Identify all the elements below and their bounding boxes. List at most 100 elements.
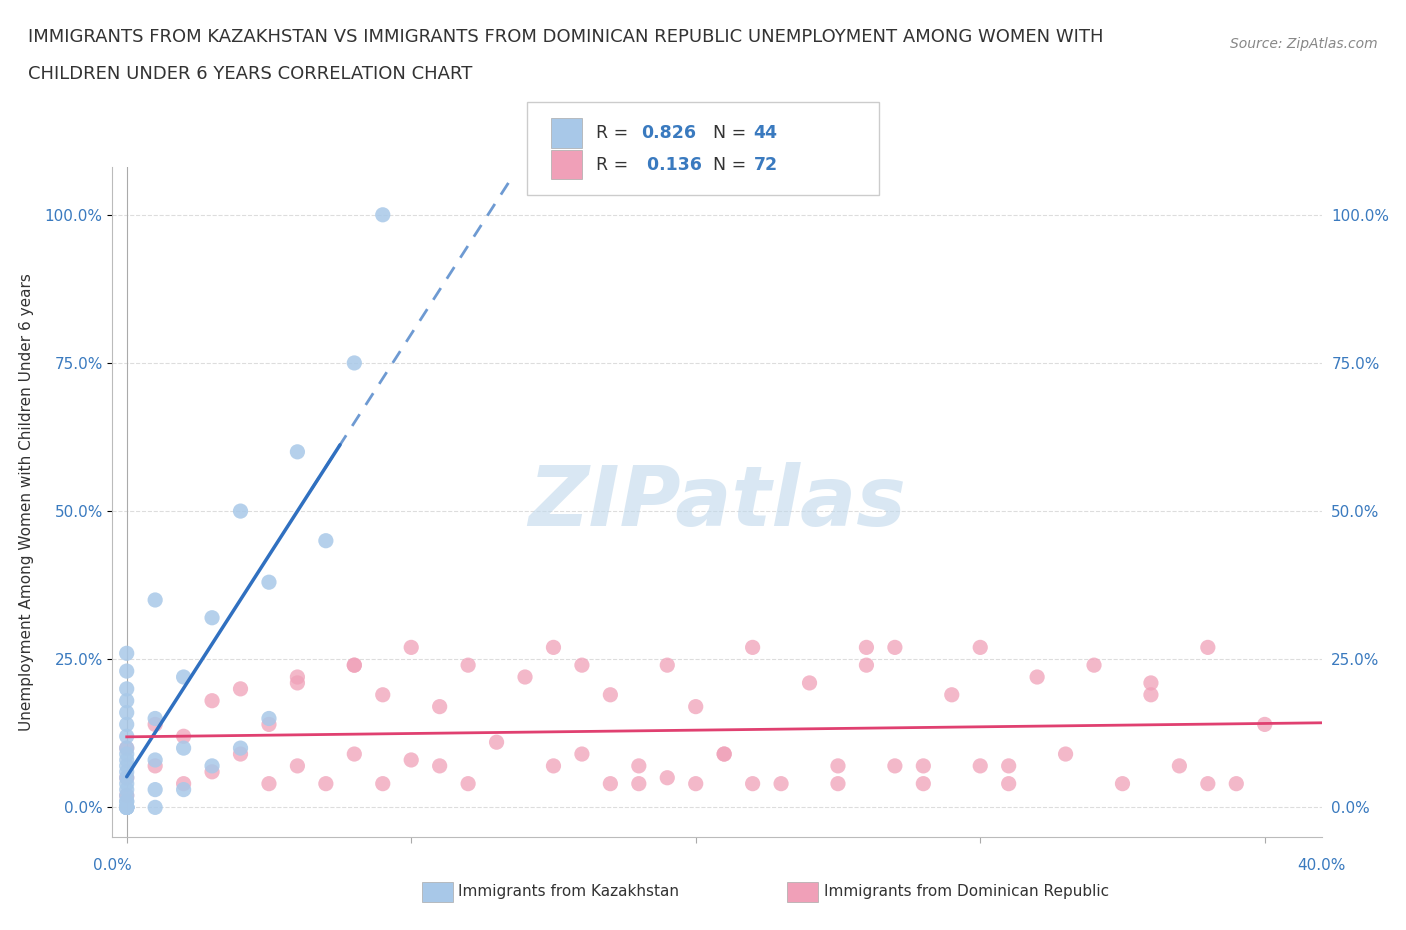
Point (257, 711, 280, 726)
Point (115, 729, 138, 744)
Point (143, 711, 166, 726)
Point (115, 794, 138, 809)
Point (143, 800, 166, 815)
Point (115, 794, 138, 809)
Point (115, 664, 138, 679)
Point (201, 610, 224, 625)
Point (201, 764, 224, 779)
Point (371, 777, 394, 791)
Text: 40.0%: 40.0% (1298, 857, 1346, 872)
Point (257, 717, 280, 732)
Point (115, 759, 138, 774)
Point (627, 759, 650, 774)
Text: CHILDREN UNDER 6 YEARS CORRELATION CHART: CHILDREN UNDER 6 YEARS CORRELATION CHART (28, 65, 472, 83)
Y-axis label: Unemployment Among Women with Children Under 6 years: Unemployment Among Women with Children U… (18, 273, 34, 731)
Point (115, 752, 138, 767)
Point (115, 782, 138, 797)
Point (543, 640, 565, 655)
Point (657, 770, 679, 785)
Point (1254, 717, 1277, 732)
Point (770, 777, 793, 791)
Text: Source: ZipAtlas.com: Source: ZipAtlas.com (1230, 37, 1378, 51)
Point (229, 740, 252, 755)
Point (115, 800, 138, 815)
Point (543, 759, 565, 774)
Point (1054, 747, 1077, 762)
Point (627, 777, 650, 791)
Point (201, 759, 224, 774)
Point (827, 759, 849, 774)
Point (173, 670, 195, 684)
Point (143, 752, 166, 767)
Point (1140, 675, 1163, 690)
Point (571, 747, 593, 762)
Point (571, 658, 593, 672)
Point (143, 717, 166, 732)
Text: ZIPatlas: ZIPatlas (529, 461, 905, 543)
Point (115, 764, 138, 779)
Point (1225, 777, 1247, 791)
Point (287, 759, 309, 774)
Point (115, 800, 138, 815)
Point (429, 699, 451, 714)
Point (1026, 670, 1049, 684)
Point (143, 592, 166, 607)
Point (1168, 759, 1191, 774)
Point (969, 640, 991, 655)
Point (287, 445, 309, 459)
Point (257, 777, 280, 791)
Text: R =: R = (596, 124, 634, 142)
Point (229, 682, 252, 697)
Text: 72: 72 (754, 155, 778, 174)
Point (713, 747, 735, 762)
Point (343, 355, 366, 370)
Point (1140, 687, 1163, 702)
Point (115, 747, 138, 762)
Point (115, 740, 138, 755)
Point (143, 782, 166, 797)
Point (115, 717, 138, 732)
Point (115, 645, 138, 660)
Text: 0.0%: 0.0% (93, 857, 132, 872)
Point (173, 729, 195, 744)
Point (741, 640, 763, 655)
Point (343, 747, 366, 762)
Point (115, 682, 138, 697)
Point (1197, 640, 1219, 655)
Point (287, 675, 309, 690)
Point (485, 735, 508, 750)
Point (685, 777, 707, 791)
Text: Immigrants from Dominican Republic: Immigrants from Dominican Republic (824, 884, 1109, 899)
Point (115, 777, 138, 791)
Point (201, 693, 224, 708)
Point (229, 747, 252, 762)
Point (115, 693, 138, 708)
Point (741, 777, 763, 791)
Point (457, 658, 479, 672)
Point (883, 759, 905, 774)
Point (115, 788, 138, 803)
Text: R =: R = (596, 155, 634, 174)
Point (371, 207, 394, 222)
Point (173, 777, 195, 791)
Point (997, 759, 1019, 774)
Point (855, 640, 877, 655)
Point (883, 640, 905, 655)
Point (143, 759, 166, 774)
Point (371, 687, 394, 702)
Text: N =: N = (702, 155, 751, 174)
Point (713, 747, 735, 762)
Point (287, 670, 309, 684)
Point (513, 670, 536, 684)
Point (343, 658, 366, 672)
Point (941, 687, 963, 702)
Point (399, 752, 422, 767)
Point (115, 705, 138, 720)
Point (115, 800, 138, 815)
Point (257, 575, 280, 590)
Point (115, 740, 138, 755)
Point (115, 800, 138, 815)
Text: 0.826: 0.826 (641, 124, 696, 142)
Point (173, 782, 195, 797)
Point (799, 675, 821, 690)
